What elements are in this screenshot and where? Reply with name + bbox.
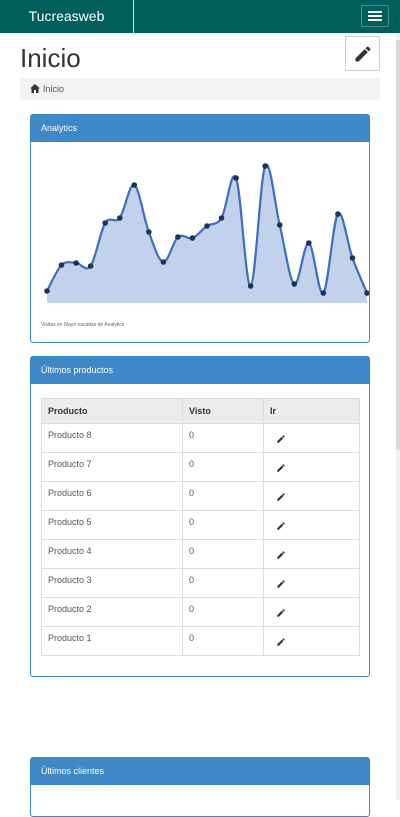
data-point[interactable]: [233, 175, 239, 181]
product-name: Producto 5: [41, 510, 183, 540]
product-seen: 0: [182, 597, 264, 627]
product-name: Producto 4: [41, 539, 183, 569]
product-name: Producto 2: [41, 597, 183, 627]
data-point[interactable]: [364, 290, 369, 296]
pencil-icon[interactable]: [276, 492, 286, 502]
product-seen: 0: [182, 510, 264, 540]
product-seen: 0: [182, 452, 264, 482]
data-point[interactable]: [218, 215, 225, 221]
product-seen: 0: [182, 481, 264, 511]
data-point[interactable]: [146, 229, 152, 235]
pencil-icon[interactable]: [276, 608, 286, 618]
clients-panel: Últimos clientes: [30, 757, 370, 817]
data-point[interactable]: [247, 283, 254, 289]
product-name: Producto 8: [41, 423, 183, 453]
analytics-panel-title: Analytics: [31, 115, 369, 142]
data-point[interactable]: [291, 281, 298, 287]
col-header-visto: Visto: [182, 398, 264, 424]
analytics-area-chart: [44, 163, 369, 303]
product-name: Producto 7: [41, 452, 183, 482]
product-seen: 0: [182, 568, 264, 598]
product-seen: 0: [182, 423, 264, 453]
data-point[interactable]: [320, 290, 327, 296]
page-title: Inicio: [20, 43, 81, 73]
data-point[interactable]: [175, 234, 181, 240]
data-point[interactable]: [262, 163, 268, 169]
edit-button[interactable]: [345, 36, 380, 71]
data-point[interactable]: [44, 288, 50, 294]
pencil-icon[interactable]: [276, 579, 286, 589]
data-point[interactable]: [160, 259, 167, 265]
home-icon: [30, 84, 40, 93]
product-seen: 0: [182, 626, 264, 656]
product-go-cell: [263, 539, 360, 569]
table-header-row: Producto Visto Ir: [41, 398, 360, 424]
product-name: Producto 3: [41, 568, 183, 598]
data-point[interactable]: [102, 220, 108, 226]
data-point[interactable]: [116, 215, 123, 221]
pencil-icon[interactable]: [276, 463, 286, 473]
data-point[interactable]: [73, 260, 79, 266]
hamburger-icon[interactable]: [361, 5, 389, 27]
data-point[interactable]: [87, 263, 94, 269]
product-seen: 0: [182, 539, 264, 569]
pencil-icon: [355, 46, 371, 62]
chart-caption: Visitas en Mayo sacadas de Analytics: [41, 322, 125, 328]
data-point[interactable]: [276, 222, 283, 228]
pencil-icon[interactable]: [276, 521, 286, 531]
product-name: Producto 1: [41, 626, 183, 656]
top-navbar: Tucreasweb: [0, 0, 400, 33]
product-go-cell: [263, 510, 360, 540]
data-point[interactable]: [204, 223, 210, 229]
product-go-cell: [263, 481, 360, 511]
product-go-cell: [263, 597, 360, 627]
analytics-panel: Analytics Visitas en Mayo sacadas de Ana…: [30, 114, 370, 343]
col-header-producto: Producto: [41, 398, 183, 424]
breadcrumb: Inicio: [20, 78, 380, 100]
scrollbar-thumb[interactable]: [396, 40, 400, 450]
product-go-cell: [263, 423, 360, 453]
data-point[interactable]: [131, 182, 138, 188]
products-panel: Últimos productos Producto Visto Ir Prod…: [30, 356, 370, 677]
product-go-cell: [263, 568, 360, 598]
data-point[interactable]: [58, 262, 65, 268]
clients-panel-title: Últimos clientes: [31, 758, 369, 785]
product-go-cell: [263, 452, 360, 482]
products-panel-title: Últimos productos: [31, 357, 369, 384]
data-point[interactable]: [306, 240, 312, 246]
product-go-cell: [263, 626, 360, 656]
data-point[interactable]: [189, 235, 196, 241]
product-name: Producto 6: [41, 481, 183, 511]
pencil-icon[interactable]: [276, 434, 286, 444]
col-header-ir: Ir: [263, 398, 360, 424]
pencil-icon[interactable]: [276, 637, 286, 647]
breadcrumb-item-inicio[interactable]: Inicio: [43, 84, 65, 94]
data-point[interactable]: [335, 211, 341, 217]
brand-link[interactable]: Tucreasweb: [0, 0, 134, 33]
pencil-icon[interactable]: [276, 550, 286, 560]
data-point[interactable]: [349, 255, 356, 261]
